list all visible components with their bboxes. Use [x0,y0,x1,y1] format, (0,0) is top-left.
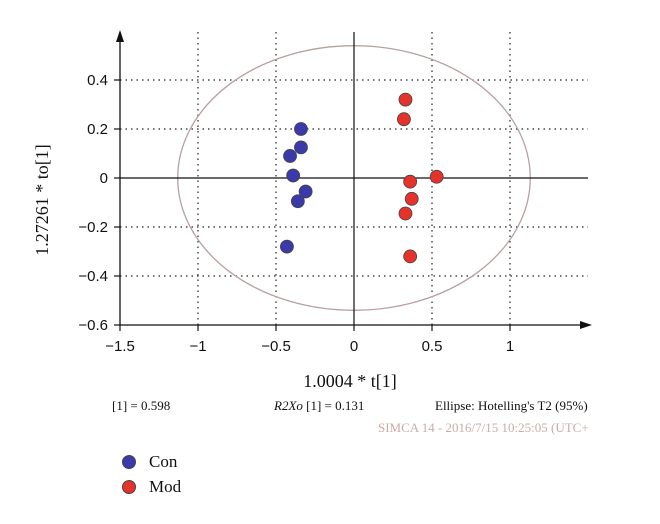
legend-label: Con [149,452,178,471]
mod-point [398,206,413,221]
r2xo-prefix: R2Xo [274,398,303,413]
x-axis-label: 1.0004 * t[1] [303,371,397,391]
con-point [294,140,308,155]
simca-stamp: SIMCA 14 - 2016/7/15 10:25:05 (UTC+ [378,420,589,435]
ellipse-label: Ellipse: Hotelling's T2 (95%) [435,398,588,413]
x-tick-label: −1 [189,338,206,355]
con-point [294,122,308,136]
con-point [298,184,313,199]
y-tick-label: −0.2 [78,219,108,236]
y-axis-arrow-icon [116,30,124,42]
mod-point [429,169,444,184]
x-tick-label: −0.5 [261,338,291,355]
con-point [290,194,305,209]
r2x-value: [1] = 0.598 [112,398,171,413]
mod-point [403,249,418,264]
con-point [286,168,301,183]
mod-point [403,174,418,189]
score-plot: −1.5 −1 −0.5 0 0.5 1 0.4 0.2 0 −0.2 −0.4 −0.6 1.000… [32,30,592,391]
y-tick-label: 0 [100,170,108,187]
x-tick-label: −1.5 [105,338,135,355]
y-tick-label: 0.2 [87,121,108,138]
x-tick-label: 1 [506,338,514,355]
tick-labels: −1.5 −1 −0.5 0 0.5 1 0.4 0.2 0 −0.2 −0.4 −0.6 [78,72,514,355]
legend-item-mod: Mod [122,477,181,497]
mod-marker-icon [122,480,136,494]
legend-item-con: Con [122,452,177,472]
x-tick-label: 0 [350,338,358,355]
con-point [280,239,294,254]
mod-point [397,112,411,127]
grid-lines [120,32,588,325]
axes [116,30,592,329]
x-axis-arrow-icon [580,321,592,329]
mod-point [404,191,419,206]
mod-point [398,92,413,107]
con-marker-icon [122,455,136,469]
y-tick-label: −0.6 [78,317,108,334]
x-tick-label: 0.5 [422,338,443,355]
con-point [283,149,297,163]
r2xo-value: R2Xo [1] = 0.131 [274,398,364,414]
r2xo-rest: [1] = 0.131 [302,398,365,413]
y-axis-label: 1.27261 * to[1] [32,144,52,256]
legend-label: Mod [149,477,182,496]
data-points [280,92,444,264]
y-tick-label: 0.4 [87,72,108,89]
y-tick-label: −0.4 [78,268,108,285]
